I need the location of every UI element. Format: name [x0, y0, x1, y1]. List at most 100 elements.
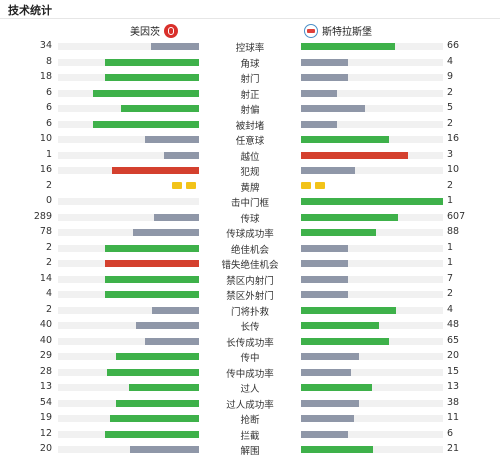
away-stat-value: 2 — [447, 288, 454, 299]
home-team-name: 美因茨 — [130, 27, 160, 38]
stat-row: 289 传球 607 — [0, 209, 500, 225]
away-bar-fill — [301, 58, 348, 66]
stat-row: 2 门将扑救 4 — [0, 302, 500, 318]
home-stat-value: 19 — [39, 412, 52, 423]
stat-label: 门将扑救 — [230, 306, 269, 318]
away-stat-value: 1 — [447, 241, 454, 253]
away-bar-fill — [301, 213, 398, 221]
away-stat-value: 7 — [447, 272, 454, 284]
stat-row: 1 越位 3 — [0, 147, 500, 163]
home-stat-value: 20 — [39, 443, 52, 454]
stat-row: 16 犯规 10 — [0, 162, 500, 178]
stat-row: 12 拦截 6 — [0, 426, 500, 442]
stat-label: 错失绝佳机会 — [221, 260, 279, 271]
home-bar-fill — [115, 399, 199, 407]
stat-label: 控球率 — [235, 43, 265, 54]
page-title: 技术统计 — [8, 4, 52, 17]
away-bar-fill — [301, 105, 365, 112]
home-bar-track — [58, 58, 199, 66]
stat-label: 传中 — [240, 353, 260, 364]
away-bar-fill — [301, 306, 397, 314]
home-stat-value: 16 — [39, 164, 52, 175]
away-bar-track — [301, 260, 443, 267]
home-yellow-cards — [172, 181, 196, 189]
home-team-header: 美因茨 — [130, 23, 178, 38]
home-stat-value: 289 — [33, 210, 52, 222]
stat-label: 被封堵 — [235, 120, 265, 132]
home-bar-fill — [152, 306, 199, 314]
away-bar-track — [301, 430, 443, 438]
away-team-header: 斯特拉斯堡 — [304, 23, 372, 38]
home-stat-value: 28 — [39, 365, 52, 377]
away-bar-track — [301, 384, 443, 391]
away-bar-track — [301, 43, 443, 50]
home-bar-fill — [93, 120, 199, 128]
away-bar-track — [301, 337, 443, 345]
away-bar-fill — [301, 229, 377, 236]
stat-label: 绝佳机会 — [230, 244, 269, 256]
stat-row: 8 角球 4 — [0, 54, 500, 70]
away-team-name: 斯特拉斯堡 — [322, 27, 372, 38]
away-stat-value: 607 — [447, 210, 466, 222]
home-stat-value: 40 — [39, 334, 52, 346]
home-stat-value: 4 — [45, 288, 52, 299]
away-stat-value: 20 — [447, 350, 460, 361]
away-bar-fill — [301, 244, 348, 252]
away-stat-value: 5 — [447, 102, 454, 113]
away-stat-value: 9 — [447, 71, 454, 82]
stat-label: 传球成功率 — [226, 229, 274, 240]
stat-row: 54 过人成功率 38 — [0, 395, 500, 411]
stat-row: 13 过人 13 — [0, 379, 500, 395]
home-stat-value: 10 — [39, 133, 52, 144]
away-bar-fill — [301, 275, 348, 283]
home-bar-fill — [104, 275, 199, 283]
away-stat-value: 10 — [447, 164, 460, 175]
away-bar-fill — [301, 353, 360, 360]
home-bar-fill — [104, 291, 199, 298]
away-stat-value: 1 — [447, 195, 454, 206]
yellow-card-icon — [172, 181, 182, 189]
home-stat-value: 2 — [45, 179, 52, 191]
home-stat-value: 6 — [45, 86, 52, 98]
home-stat-value: 13 — [39, 381, 52, 392]
home-bar-track — [58, 399, 199, 407]
stat-row: 6 射偏 5 — [0, 100, 500, 116]
home-stat-value: 34 — [39, 40, 52, 51]
away-stat-value: 3 — [447, 148, 454, 160]
stat-label: 禁区内射门 — [226, 275, 274, 287]
away-stat-value: 38 — [447, 396, 460, 408]
away-bar-fill — [301, 337, 390, 345]
away-bar-track — [301, 58, 443, 66]
home-bar-track — [58, 260, 199, 267]
home-bar-track — [58, 213, 199, 221]
home-bar-track — [58, 430, 199, 438]
away-bar-fill — [301, 384, 372, 391]
home-bar-track — [58, 368, 199, 376]
away-bar-fill — [301, 74, 348, 81]
home-stat-value: 2 — [45, 303, 52, 315]
home-bar-track — [58, 74, 199, 81]
stat-row: 40 长传 48 — [0, 317, 500, 333]
home-bar-track — [58, 384, 199, 391]
home-bar-fill — [128, 384, 199, 391]
away-bar-track — [301, 151, 443, 159]
away-bar-track — [301, 399, 443, 407]
stat-label: 犯规 — [240, 167, 260, 178]
home-bar-track — [58, 415, 199, 422]
away-bar-track — [301, 74, 443, 81]
away-bar-track — [301, 275, 443, 283]
home-bar-fill — [132, 229, 199, 236]
home-stat-value: 6 — [45, 102, 52, 113]
away-stat-value: 15 — [447, 365, 460, 377]
stat-label: 射门 — [240, 74, 260, 85]
away-bar-track — [301, 105, 443, 112]
away-bar-fill — [301, 198, 443, 205]
home-stat-value: 1 — [45, 148, 52, 160]
home-stat-value: 18 — [39, 71, 52, 82]
away-bar-track — [301, 167, 443, 174]
away-stat-value: 13 — [447, 381, 460, 392]
away-bar-track — [301, 306, 443, 314]
stat-label: 抢断 — [240, 415, 260, 426]
away-yellow-cards — [301, 181, 325, 189]
stat-row: 18 射门 9 — [0, 69, 500, 85]
